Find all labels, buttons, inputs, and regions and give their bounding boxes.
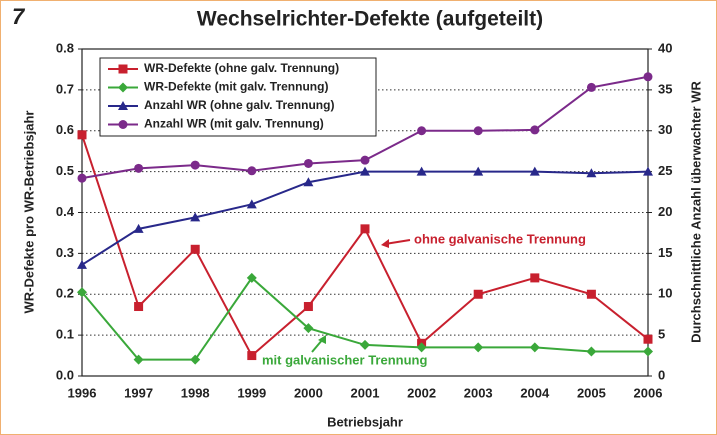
y-tick-label: 0.6 [56,122,74,137]
marker [134,163,144,173]
legend-label: WR-Defekte (mit galv. Trennung) [144,80,328,94]
y2-tick-label: 5 [658,327,665,342]
arrow-head [318,335,326,344]
y2-tick-label: 0 [658,367,665,382]
x-tick-label: 2006 [634,385,663,400]
marker [190,212,201,222]
x-tick-label: 2004 [520,385,550,400]
marker [416,342,427,353]
y-tick-label: 0.4 [56,204,75,219]
y2-tick-label: 40 [658,40,672,55]
marker [360,339,370,350]
marker [190,244,200,254]
x-axis-label: Betriebsjahr [327,414,403,429]
y2-tick-label: 35 [658,81,672,96]
y-tick-label: 0.3 [56,245,74,260]
marker [77,173,87,183]
marker [77,259,87,269]
marker [530,125,540,135]
marker [643,166,653,176]
marker [118,120,128,129]
marker [473,166,484,176]
x-tick-label: 2005 [577,385,606,400]
y-tick-label: 0.5 [56,163,74,178]
marker [529,342,540,353]
y-tick-label: 0.1 [56,327,74,342]
chart-title: Wechselrichter-Defekte (aufgeteilt) [197,8,543,31]
arrow-head [381,239,389,248]
x-tick-label: 2000 [294,385,323,400]
marker [246,199,257,209]
y2-tick-label: 25 [658,163,672,178]
legend-box [99,57,377,137]
marker [190,354,201,365]
y-tick-label: 0.8 [56,40,74,55]
marker [118,101,128,110]
annotation: mit galvanischer Trennung [262,352,427,367]
marker [473,289,483,299]
marker [473,342,484,353]
marker [133,223,144,233]
marker [360,224,370,234]
marker [246,272,257,283]
marker [586,82,596,92]
figure-number: 7 [12,4,26,29]
marker [416,166,427,176]
marker [247,166,257,176]
legend-label: Anzahl WR (ohne galv. Trennung) [144,98,334,112]
marker [586,168,597,178]
marker [303,158,313,168]
marker [586,346,597,357]
marker [643,72,653,82]
x-tick-label: 1997 [124,385,153,400]
x-tick-label: 2003 [464,385,493,400]
marker [77,130,87,140]
annotation: ohne galvanische Trennung [414,231,586,246]
y2-axis-label: Durchschnittliche Anzahl überwachter WR [688,81,703,343]
marker [303,323,314,334]
marker [190,160,200,170]
y2-tick-label: 30 [658,122,672,137]
marker [134,302,144,312]
y-tick-label: 0.7 [56,81,74,96]
marker [473,126,483,136]
marker [643,346,653,357]
marker [586,289,596,299]
marker [118,64,128,74]
x-tick-label: 2002 [407,385,436,400]
marker [529,166,540,176]
marker [417,126,427,136]
marker [530,273,540,283]
plot-area [81,48,649,377]
marker [77,287,87,298]
y2-tick-label: 15 [658,245,672,260]
y-tick-label: 0.2 [56,286,74,301]
marker [247,351,257,361]
annotation-arrow [384,239,411,245]
marker [133,354,144,365]
y-tick-label: 0.0 [56,367,74,382]
marker [360,155,370,165]
legend-label: Anzahl WR (mit galv. Trennung) [144,117,324,131]
x-tick-label: 2001 [351,385,380,400]
x-tick-label: 1998 [181,385,210,400]
legend-label: WR-Defekte (ohne galv. Trennung) [144,61,339,75]
marker [303,302,313,312]
marker [360,166,370,176]
y2-tick-label: 10 [658,286,672,301]
x-tick-label: 1996 [68,385,97,400]
marker [643,334,653,344]
marker [118,82,128,93]
marker [303,177,314,187]
y-axis-label: WR-Defekte pro WR-Betriebsjahr [21,111,36,314]
x-tick-label: 1999 [237,385,266,400]
y2-tick-label: 20 [658,204,672,219]
